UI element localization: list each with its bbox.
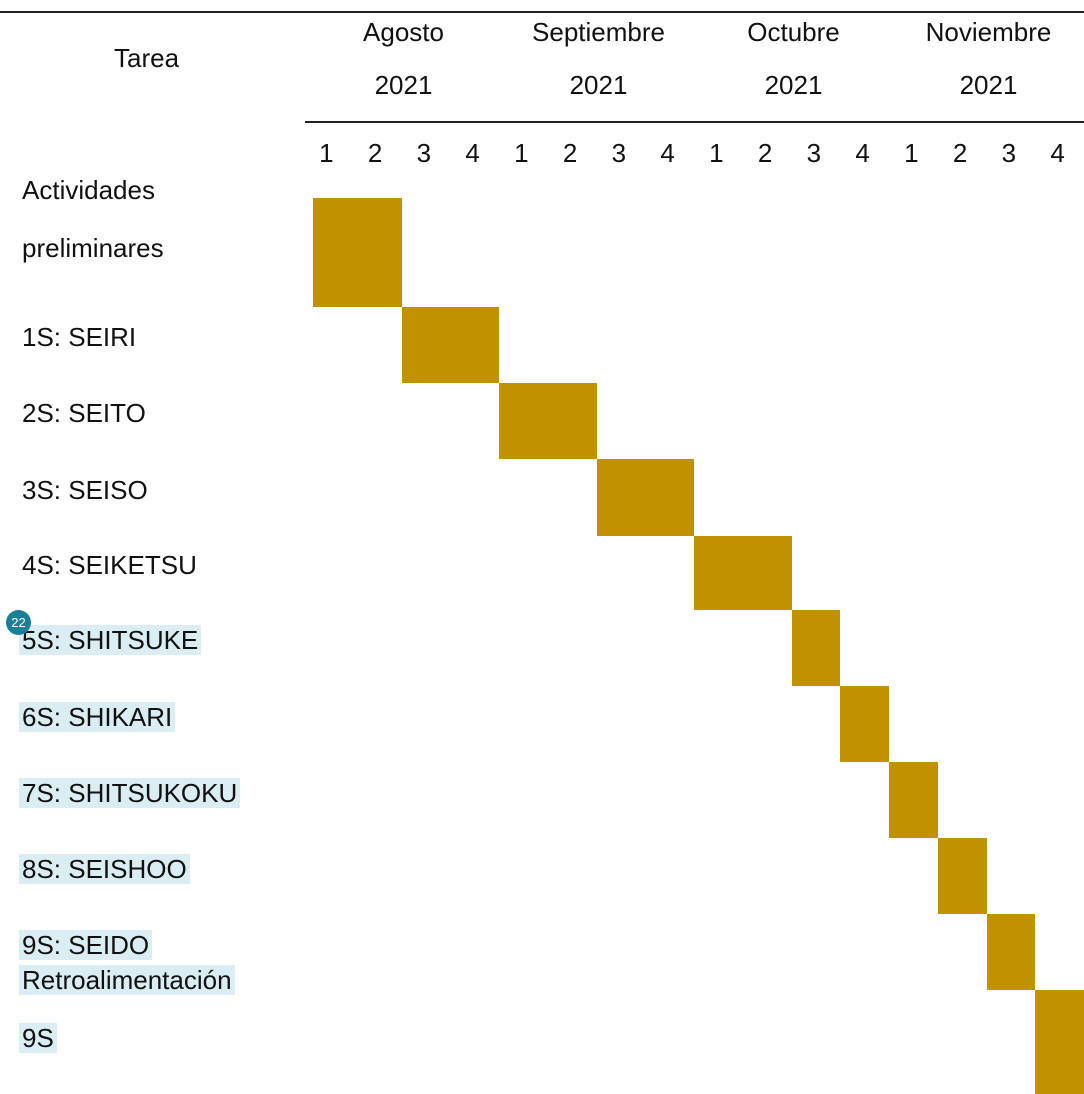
task-label: 9S: SEIDO (19, 925, 153, 965)
task-bar (401, 307, 499, 383)
task-label-text: 5S: SHITSUKE (19, 625, 202, 655)
month-rule (305, 121, 1084, 123)
task-label: 3S: SEISO (22, 470, 148, 510)
task-label: 9S (19, 1018, 57, 1058)
year-label: 2021 (569, 70, 628, 100)
task-label: 4S: SEIKETSU (22, 545, 197, 585)
task-bar (889, 762, 938, 838)
task-label-text: 4S: SEIKETSU (22, 550, 197, 580)
week-label: 1 (514, 138, 529, 168)
task-label-text: 7S: SHITSUKOKU (19, 778, 241, 808)
task-label-text: 1S: SEIRI (22, 322, 137, 352)
task-label-text: 3S: SEISO (22, 475, 148, 505)
task-label: 8S: SEISHOO (19, 849, 190, 889)
week-label: 1 (709, 138, 724, 168)
task-bar (499, 383, 597, 459)
week-label: 4 (660, 138, 675, 168)
task-bar (596, 459, 694, 536)
week-label: 4 (855, 138, 870, 168)
task-label: 1S: SEIRI (22, 317, 136, 357)
month-label: Octubre (747, 17, 840, 47)
week-label: 4 (1050, 138, 1065, 168)
week-label: 2 (367, 138, 383, 168)
year-label: 2021 (374, 70, 433, 100)
task-bar (313, 198, 402, 307)
task-label-text: 9S: SEIDO (19, 930, 153, 960)
year-label: 2021 (764, 70, 823, 100)
task-bar (694, 536, 792, 610)
task-label: 5S: SHITSUKE (19, 620, 202, 660)
month-label: Noviembre (925, 17, 1052, 47)
week-label: 3 (1001, 138, 1017, 168)
comment-badge: 22 (6, 610, 31, 635)
task-label-text: 9S (19, 1023, 57, 1053)
task-bar (840, 686, 889, 762)
week-label: 1 (904, 138, 919, 168)
task-label-text: preliminares (22, 233, 164, 263)
task-label: Retroalimentación (19, 960, 235, 1000)
top-rule (0, 11, 1084, 13)
task-bar (937, 838, 987, 914)
week-label: 2 (952, 138, 968, 168)
week-label: 2 (562, 138, 578, 168)
month-label: Septiembre (532, 17, 665, 47)
task-label: 7S: SHITSUKOKU (19, 773, 241, 813)
year-label: 2021 (959, 70, 1018, 100)
week-label: 2 (757, 138, 773, 168)
task-label-text: Actividades (22, 175, 155, 205)
week-label: 3 (806, 138, 822, 168)
task-bar (986, 914, 1036, 990)
task-label: Actividades (22, 170, 155, 210)
task-label-text: 2S: SEITO (22, 398, 146, 428)
week-label: 4 (465, 138, 480, 168)
week-label: 3 (611, 138, 627, 168)
week-label: 3 (416, 138, 432, 168)
task-label: 6S: SHIKARI (19, 697, 176, 737)
week-label: 1 (319, 138, 334, 168)
task-label-text: 6S: SHIKARI (19, 702, 176, 732)
task-header: Tarea (114, 43, 180, 73)
month-label: Agosto (363, 17, 444, 47)
task-bar (1035, 990, 1084, 1094)
task-label: 2S: SEITO (22, 393, 146, 433)
task-label-text: Retroalimentación (19, 965, 235, 995)
task-bar (791, 610, 841, 686)
task-label-text: 8S: SEISHOO (19, 854, 190, 884)
task-label: preliminares (22, 228, 164, 268)
